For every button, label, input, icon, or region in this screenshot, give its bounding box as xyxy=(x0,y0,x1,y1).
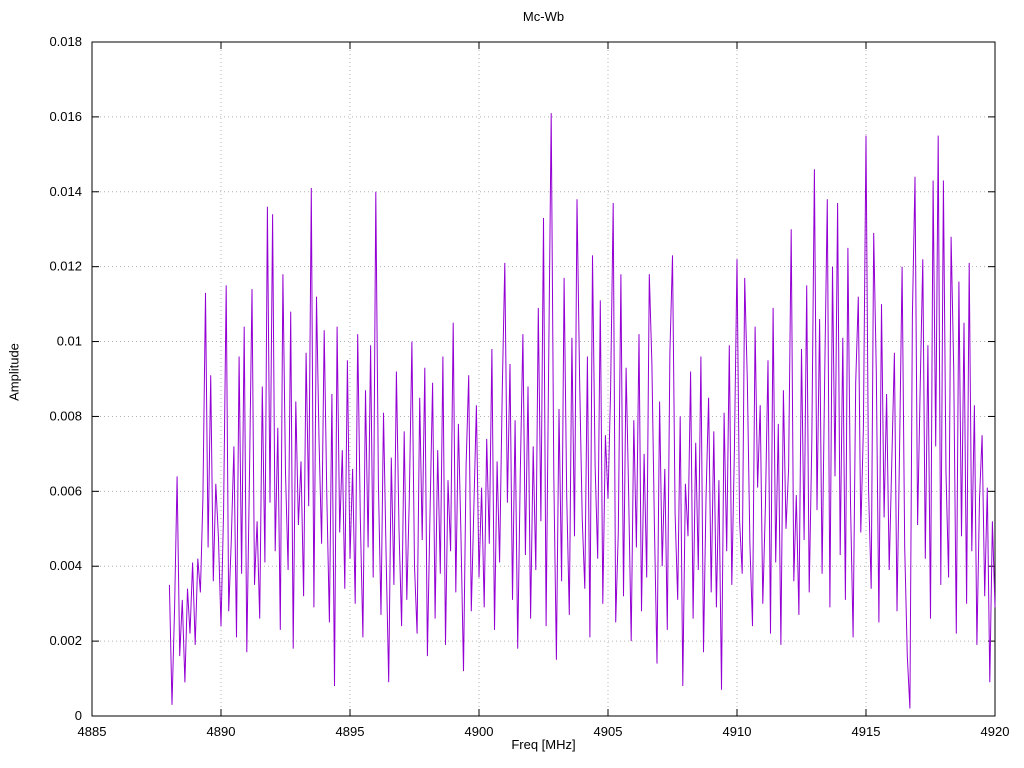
x-axis-label: Freq [MHz] xyxy=(511,737,576,752)
y-tick-label: 0.018 xyxy=(49,34,82,49)
y-tick-label: 0.012 xyxy=(49,259,82,274)
y-tick-label: 0.014 xyxy=(49,184,82,199)
y-tick-label: 0 xyxy=(75,708,82,723)
x-tick-label: 4895 xyxy=(336,724,365,739)
signal-trace xyxy=(168,113,996,709)
x-tick-label: 4920 xyxy=(981,724,1010,739)
y-tick-label: 0.004 xyxy=(49,558,82,573)
plot-border xyxy=(91,41,996,717)
y-tick-label: 0.01 xyxy=(57,334,82,349)
y-tick-label: 0.006 xyxy=(49,483,82,498)
y-tick-label: 0.016 xyxy=(49,109,82,124)
chart-title: Mc-Wb xyxy=(522,9,565,24)
x-tick-label: 4890 xyxy=(207,724,236,739)
x-tick-label: 4885 xyxy=(78,724,107,739)
x-tick-label: 4915 xyxy=(852,724,881,739)
x-tick-label: 4910 xyxy=(723,724,752,739)
y-tick-label: 0.008 xyxy=(49,408,82,423)
y-tick-label: 0.002 xyxy=(49,633,82,648)
x-tick-label: 4905 xyxy=(594,724,623,739)
x-tick-label: 4900 xyxy=(465,724,494,739)
